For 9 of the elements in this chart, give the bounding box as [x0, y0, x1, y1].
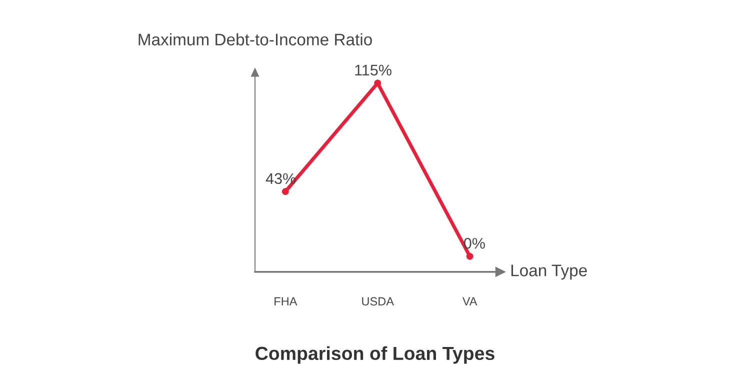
x-axis-title: Loan Type [511, 264, 587, 280]
data-label: 0% [464, 238, 485, 249]
x-tick-label: VA [462, 297, 478, 306]
text: Comparison of Loan Types [256, 346, 494, 364]
x-tick-label: FHA [274, 297, 298, 306]
y-axis-title: Maximum Debt-to-Income Ratio [138, 33, 372, 46]
data-label: 43% [266, 173, 296, 184]
x-tick-label: USDA [362, 297, 394, 306]
data-label: 115% [355, 64, 392, 76]
